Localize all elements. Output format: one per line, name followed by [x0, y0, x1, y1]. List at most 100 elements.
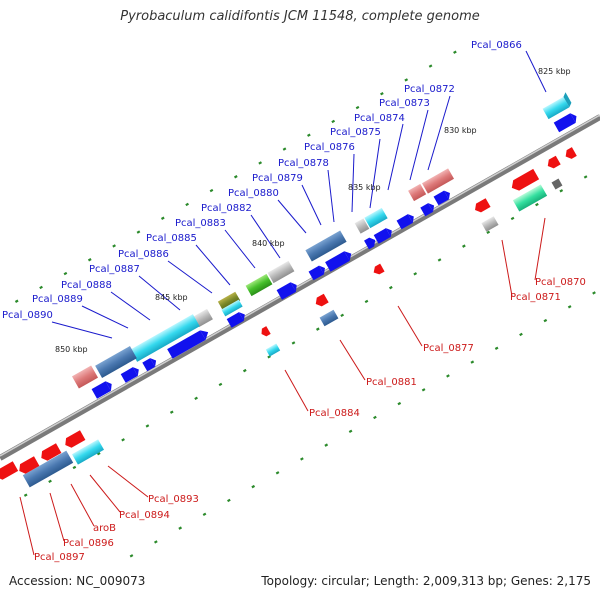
- kbp-label-835: 835 kbp: [348, 183, 381, 192]
- tick-mark: [202, 512, 207, 516]
- tick-mark: [535, 202, 539, 207]
- tick-mark: [315, 327, 320, 331]
- tick-mark: [227, 498, 231, 503]
- leader-line: [195, 244, 231, 286]
- tick-mark: [421, 388, 426, 392]
- gene-label-0876[interactable]: Pcal_0876: [304, 142, 355, 153]
- leader-line: [250, 214, 281, 259]
- kbp-label-825: 825 kbp: [538, 67, 571, 76]
- gene-label-0866[interactable]: Pcal_0866: [471, 40, 522, 51]
- gene-block-0871-red: [475, 198, 491, 213]
- tick-mark: [251, 484, 256, 489]
- tick-mark: [324, 443, 329, 447]
- gene-block-aroB: [41, 443, 62, 461]
- gene-label-0883[interactable]: Pcal_0883: [175, 218, 226, 229]
- gene-label-0882[interactable]: Pcal_0882: [201, 203, 252, 214]
- gene-block-0870-red: [511, 168, 540, 191]
- tick-mark: [300, 457, 304, 461]
- gene-block-0888-cds: [167, 330, 209, 359]
- gene-label-0873[interactable]: Pcal_0873: [379, 98, 430, 109]
- tick-mark: [129, 554, 134, 558]
- label-leaders: [19, 50, 547, 556]
- tick-mark: [404, 78, 409, 82]
- gene-block-0874: [433, 190, 450, 206]
- leader-line: [351, 153, 355, 213]
- gene-label-0893[interactable]: Pcal_0893: [148, 494, 199, 505]
- gene-block-0890-cds: [91, 381, 112, 399]
- leader-line: [427, 95, 451, 171]
- genome-backbone: [0, 114, 600, 461]
- tick-mark: [209, 188, 214, 193]
- gene-block-0879: [420, 203, 435, 217]
- leader-line: [89, 474, 121, 513]
- reverse-gene-labels: Pcal_0870 Pcal_0871 Pcal_0877 Pcal_0881 …: [34, 277, 586, 563]
- tick-mark: [519, 332, 523, 337]
- tick-mark: [14, 299, 19, 303]
- gene-label-0881[interactable]: Pcal_0881: [366, 377, 417, 388]
- gene-block-0896: [19, 456, 40, 474]
- tick-mark: [258, 161, 263, 165]
- tick-mark: [282, 147, 287, 151]
- tick-mark: [307, 133, 311, 137]
- tick-mark: [389, 285, 393, 290]
- tick-mark: [592, 291, 596, 295]
- tick-mark: [267, 355, 271, 359]
- gene-block-0886-cds: [226, 312, 245, 328]
- tick-mark: [543, 318, 548, 323]
- tick-mark: [397, 401, 402, 406]
- gene-label-0872[interactable]: Pcal_0872: [404, 84, 455, 95]
- gene-label-0890[interactable]: Pcal_0890: [2, 310, 53, 321]
- gene-block-0884-red: [261, 326, 271, 337]
- tick-mark: [510, 216, 515, 221]
- gene-block-0887: [193, 308, 213, 328]
- gene-block-0881-red: [315, 293, 329, 307]
- gene-block-red-a: [547, 155, 561, 169]
- gene-block-0885: [245, 273, 273, 297]
- gene-label-0875[interactable]: Pcal_0875: [330, 127, 381, 138]
- gene-label-0880[interactable]: Pcal_0880: [228, 188, 279, 199]
- tick-mark: [39, 285, 43, 290]
- gene-block-0885-cds: [276, 282, 297, 300]
- leader-line: [339, 339, 366, 381]
- gene-block-0884: [265, 343, 281, 357]
- tick-mark: [446, 374, 450, 378]
- tick-mark: [331, 119, 336, 124]
- gene-label-0874[interactable]: Pcal_0874: [354, 113, 405, 124]
- gene-label-0896[interactable]: Pcal_0896: [63, 538, 114, 549]
- tick-mark: [355, 105, 360, 110]
- gene-label-0889[interactable]: Pcal_0889: [32, 294, 83, 305]
- gene-block-0878: [396, 214, 414, 230]
- gene-label-0888[interactable]: Pcal_0888: [61, 280, 112, 291]
- gene-block-0889-cds: [142, 358, 157, 372]
- tick-mark: [291, 341, 296, 345]
- gene-label-0886[interactable]: Pcal_0886: [118, 249, 169, 260]
- gene-label-0879[interactable]: Pcal_0879: [252, 173, 303, 184]
- tick-mark: [112, 244, 116, 248]
- gene-label-0877[interactable]: Pcal_0877: [423, 343, 474, 354]
- tick-mark: [437, 258, 442, 262]
- gene-label-0884[interactable]: Pcal_0884: [309, 408, 360, 419]
- gene-block-0894: [22, 450, 74, 488]
- gene-label-0878[interactable]: Pcal_0878: [278, 158, 329, 169]
- gene-label-0897[interactable]: Pcal_0897: [34, 552, 85, 563]
- gene-label-0871[interactable]: Pcal_0871: [510, 292, 561, 303]
- tick-mark: [87, 258, 92, 262]
- gene-label-0887[interactable]: Pcal_0887: [89, 264, 140, 275]
- tick-mark: [153, 540, 158, 544]
- tick-mark: [23, 493, 28, 497]
- gene-label-0870[interactable]: Pcal_0870: [535, 277, 586, 288]
- tick-mark: [72, 465, 77, 470]
- gene-block-0881: [319, 309, 339, 327]
- tick-mark: [63, 271, 68, 276]
- tick-mark: [160, 216, 165, 220]
- gene-label-0885[interactable]: Pcal_0885: [146, 233, 197, 244]
- forward-gene-labels: Pcal_0866 Pcal_0872 Pcal_0873 Pcal_0874 …: [2, 40, 522, 321]
- tick-marks: [14, 50, 596, 558]
- gene-block-0894-red: [65, 430, 86, 448]
- gene-block-0866: [542, 92, 572, 120]
- leader-line: [107, 465, 149, 498]
- gene-block-0886: [217, 291, 241, 311]
- gene-label-0894[interactable]: Pcal_0894: [119, 510, 170, 521]
- leader-line: [387, 123, 404, 191]
- gene-label-aroB[interactable]: aroB: [93, 523, 116, 534]
